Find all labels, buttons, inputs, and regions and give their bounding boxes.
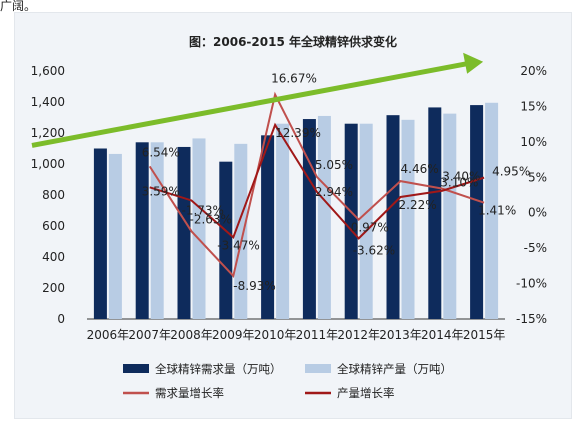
data-label: -8.93% [233,279,275,293]
data-label: 6.54% [142,145,180,159]
bar [135,142,149,319]
right-tick-label: -15% [516,312,547,326]
data-label: -3.62% [353,243,395,257]
axes: 0 200 400 600 800 1,000 1,200 1,400 1,600 -15% -10… [31,64,547,342]
data-label: -2.63% [190,212,232,226]
legend-label: 产量增长率 [337,386,395,400]
data-labels: 6.54%-2.63%-8.93%16.67%5.05%0.97%4.46%3.… [142,72,531,293]
bar [317,115,331,319]
x-tick-label: 2007年 [128,328,171,342]
left-tick-label: 1,200 [31,126,65,140]
legend: 全球精锌需求量（万吨） 全球精锌产量（万吨） 需求量增长率 产量增长率 [123,362,452,400]
x-tick-label: 2012年 [337,328,380,342]
x-tick-label: 2011年 [296,328,339,342]
bar [401,119,415,319]
x-tick-label: 2010年 [254,328,297,342]
top-text-fragment: 广阔。 [0,0,37,13]
x-tick-label: 2013年 [379,328,422,342]
data-label: 4.46% [401,162,439,176]
lines [148,91,485,279]
left-tick-label: 800 [42,188,65,202]
series-line [148,91,485,279]
data-label: -1.73% [182,203,224,217]
data-label: -3.47% [217,238,259,252]
data-label: 1.41% [478,204,516,218]
data-label: 3.10% [440,176,478,190]
data-label: 3.40% [442,170,480,184]
bar [302,119,316,319]
right-tick-label: -5% [524,241,547,255]
bar [192,138,206,319]
trend-arrow [31,52,484,148]
series-line [149,122,485,240]
x-tick-label: 2008年 [170,328,213,342]
data-label: 2.22% [399,198,437,212]
bar [219,161,233,319]
chart-title: 图：2006-2015 年全球精锌供求变化 [189,34,397,49]
chart-frame: 图：2006-2015 年全球精锌供求变化 0 200 400 600 800 1,000… [14,12,572,419]
legend-swatch [305,364,331,373]
bar [443,113,457,319]
bar [177,146,191,319]
left-tick-label: 1,600 [31,64,65,78]
bar [470,105,484,319]
trend-arrow-head [463,52,484,74]
bar [108,153,122,319]
x-tick-label: 2009年 [212,328,255,342]
bar [276,123,290,319]
bar [261,135,275,319]
left-tick-label: 600 [42,219,65,233]
right-tick-label: 20% [520,64,547,78]
data-label: 3.59% [142,184,180,198]
bar [485,102,499,320]
bar [150,142,164,319]
right-tick-label: 5% [528,170,547,184]
data-label: 5.05% [315,158,353,172]
right-tick-label: 0% [528,206,547,220]
bar [386,115,400,319]
left-tick-label: 1,400 [31,95,65,109]
data-label: 16.67% [271,72,317,86]
data-label: 2.94% [315,185,353,199]
left-tick-label: 200 [42,281,65,295]
bar [359,123,373,319]
data-label: 12.39% [275,126,321,140]
bar [344,123,358,319]
legend-label: 需求量增长率 [155,386,224,400]
legend-swatch [123,364,149,373]
x-tick-label: 2006年 [87,328,130,342]
left-tick-label: 400 [42,250,65,264]
right-tick-label: -10% [516,277,547,291]
chart: 图：2006-2015 年全球精锌供求变化 0 200 400 600 800 1,000… [31,34,547,400]
left-tick-label: 0 [57,312,65,326]
bar [428,107,442,319]
bars [93,102,499,320]
right-tick-label: 10% [520,135,547,149]
data-label: 4.95% [492,165,530,179]
bar [234,143,248,319]
trend-arrow-shaft [31,61,468,148]
bar [93,148,107,319]
x-tick-label: 2015年 [463,328,506,342]
legend-label: 全球精锌需求量（万吨） [155,362,282,376]
left-tick-label: 1,000 [31,157,65,171]
legend-label: 全球精锌产量（万吨） [337,362,452,376]
data-label: 0.97% [351,221,389,235]
x-tick-label: 2014年 [421,328,464,342]
right-tick-label: 15% [520,99,547,113]
